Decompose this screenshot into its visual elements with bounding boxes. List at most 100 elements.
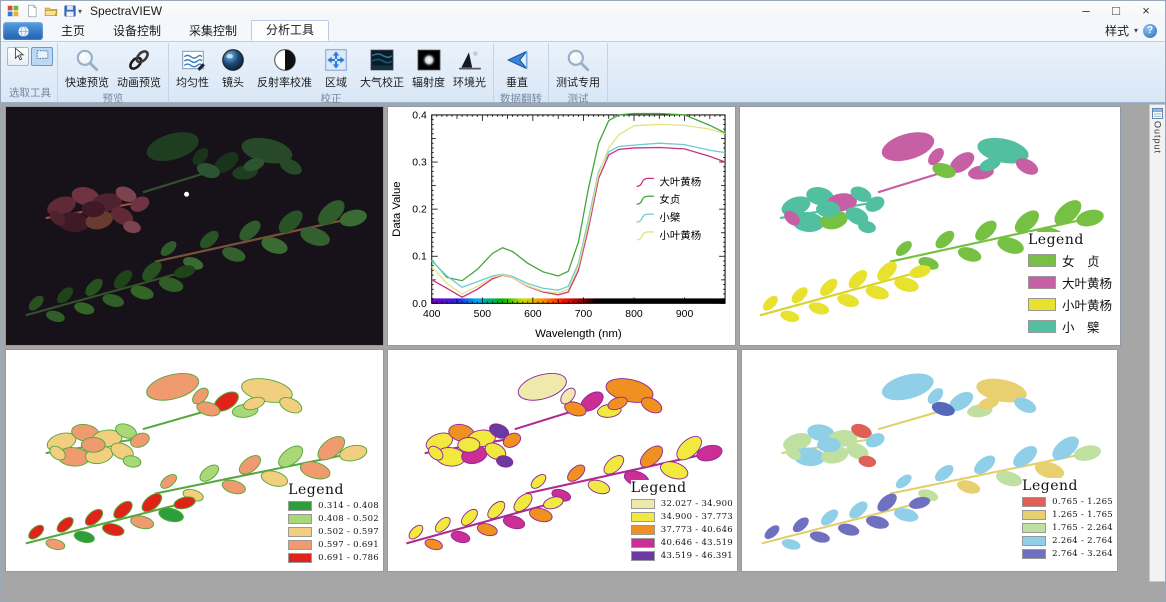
window-controls: – □ × bbox=[1071, 2, 1161, 20]
legend-item-label: 37.773 - 40.646 bbox=[660, 525, 733, 535]
output-panel-strip: Output bbox=[1149, 104, 1165, 582]
ribbon-group-buttons: 均匀性 镜头 反射率校准 区域 大气校正 辐射度 环境光 bbox=[173, 43, 489, 90]
test-only-button[interactable]: 测试专用 bbox=[553, 45, 603, 90]
legend-item: 37.773 - 40.646 bbox=[630, 525, 733, 535]
lens-button[interactable]: 镜头 bbox=[214, 45, 252, 90]
quick-access-dropdown-icon[interactable]: ▾ bbox=[78, 6, 83, 16]
legend-color-swatch bbox=[288, 540, 313, 550]
legend-item: 1.265 - 1.765 bbox=[1022, 510, 1113, 520]
legend-title: Legend bbox=[630, 480, 687, 496]
ribbon-tab-1[interactable]: 主页 bbox=[61, 24, 86, 38]
ribbon-button-label: 反射率校准 bbox=[257, 77, 312, 89]
region-button[interactable]: 区域 bbox=[317, 45, 355, 90]
legend-color-swatch bbox=[630, 525, 655, 535]
style-caret-icon[interactable]: ▾ bbox=[1133, 26, 1138, 35]
legend-item: 0.502 - 0.597 bbox=[288, 527, 379, 537]
index-map-yellow-purple-panel[interactable]: Legend 32.027 - 34.900 34.900 - 37.773 37.7… bbox=[387, 349, 738, 572]
quick-preview-button[interactable]: 快速预览 bbox=[62, 45, 112, 90]
legend-color-swatch bbox=[288, 501, 313, 511]
ambient-light-button[interactable]: 环境光 bbox=[450, 45, 489, 90]
ribbon-group-buttons: 快速预览 动画预览 bbox=[62, 43, 164, 90]
index-map-green-red-panel[interactable]: Legend 0.314 - 0.408 0.408 - 0.502 0.502 - … bbox=[5, 349, 384, 572]
save-icon[interactable] bbox=[62, 4, 78, 19]
ribbon-tabs: 主页 设备控制 采集控制 分析工具 bbox=[47, 20, 330, 41]
ribbon-group-buttons: 垂直 bbox=[498, 43, 544, 90]
legend-item-label: 0.502 - 0.597 bbox=[318, 527, 379, 537]
ribbon-group-label: 校正 bbox=[320, 93, 342, 105]
atmospheric-correction-button[interactable]: 大气校正 bbox=[357, 45, 407, 90]
ribbon-button-label: 辐射度 bbox=[412, 77, 445, 89]
legend-item-label: 小 檗 bbox=[1061, 320, 1100, 335]
legend-item: 小叶黄杨 bbox=[1027, 295, 1112, 314]
svg-text:800: 800 bbox=[625, 309, 643, 320]
photo-image-panel[interactable] bbox=[5, 106, 384, 346]
ribbon-button-label: 环境光 bbox=[453, 77, 486, 89]
help-icon[interactable]: ? bbox=[1143, 23, 1157, 38]
legend-item: 2.764 - 3.264 bbox=[1022, 549, 1113, 559]
output-tab[interactable]: Output bbox=[1150, 108, 1165, 154]
legend-item: 0.314 - 0.408 bbox=[288, 501, 379, 511]
index-map-blue-panel[interactable]: Legend 0.765 - 1.265 1.265 - 1.765 1.765 - … bbox=[741, 349, 1118, 572]
app-logo-icon[interactable] bbox=[5, 4, 21, 19]
svg-text:900: 900 bbox=[676, 309, 694, 320]
legend-color-swatch bbox=[630, 512, 655, 522]
svg-text:400: 400 bbox=[423, 309, 441, 320]
spectra-chart-panel[interactable]: 400 500 600 700 800 900 0.0 0.1 0.2 0.3 0.4 大叶黄杨 女贞小… bbox=[387, 106, 736, 346]
pointer-tool-button[interactable] bbox=[7, 46, 29, 66]
reflectance-calibration-button[interactable]: 反射率校准 bbox=[254, 45, 315, 90]
reflectance-icon bbox=[272, 47, 298, 73]
spectra-line-chart: 400 500 600 700 800 900 0.0 0.1 0.2 0.3 0.4 大叶黄杨女贞小… bbox=[388, 107, 735, 345]
legend-color-swatch bbox=[1027, 320, 1056, 333]
svg-text:小叶黄杨: 小叶黄杨 bbox=[659, 229, 701, 242]
close-button[interactable]: × bbox=[1142, 3, 1150, 18]
region-icon bbox=[323, 47, 349, 73]
index-map-blue-legend: Legend 0.765 - 1.265 1.265 - 1.765 1.765 - … bbox=[1022, 478, 1113, 562]
ribbon-group-label: 数据翻转 bbox=[500, 93, 542, 105]
svg-text:0.2: 0.2 bbox=[412, 205, 427, 216]
open-folder-icon[interactable] bbox=[43, 4, 59, 19]
svg-text:500: 500 bbox=[474, 309, 492, 320]
legend-item-label: 40.646 - 43.519 bbox=[660, 538, 733, 548]
legend-item-label: 0.765 - 1.265 bbox=[1052, 497, 1113, 507]
legend-color-swatch bbox=[630, 499, 655, 509]
legend-item: 43.519 - 46.391 bbox=[630, 551, 733, 561]
new-document-icon[interactable] bbox=[24, 4, 40, 19]
legend-item: 1.765 - 2.264 bbox=[1022, 523, 1113, 533]
minimize-button[interactable]: – bbox=[1082, 3, 1090, 18]
flip-vertical-icon bbox=[504, 47, 530, 73]
uniformity-button[interactable]: 均匀性 bbox=[173, 45, 212, 90]
magnifier-icon bbox=[74, 47, 100, 73]
legend-color-swatch bbox=[1022, 536, 1047, 546]
legend-item-label: 女 贞 bbox=[1061, 254, 1100, 269]
ribbon-group-label: 预览 bbox=[102, 93, 124, 105]
flip-vertical-button[interactable]: 垂直 bbox=[498, 45, 536, 90]
ribbon-button-label: 区域 bbox=[325, 77, 347, 89]
ribbon-tab-2[interactable]: 设备控制 bbox=[113, 24, 162, 38]
legend-item-label: 2.764 - 3.264 bbox=[1052, 549, 1113, 559]
legend-item-label: 32.027 - 34.900 bbox=[660, 499, 733, 509]
svg-text:600: 600 bbox=[524, 309, 542, 320]
lens-icon bbox=[220, 47, 246, 73]
tabrow-right-area: 样式 ▾ ? bbox=[1105, 22, 1165, 41]
legend-color-swatch bbox=[288, 553, 313, 563]
style-menu-button[interactable]: 样式 bbox=[1104, 24, 1129, 38]
legend-title: Legend bbox=[1022, 478, 1078, 494]
rect-select-tool-button[interactable] bbox=[31, 47, 53, 66]
classification-legend: Legend 女 贞大叶黄杨 小叶黄杨小 檗 bbox=[1027, 232, 1112, 339]
legend-color-swatch bbox=[1027, 276, 1056, 289]
ribbon-tab-3[interactable]: 采集控制 bbox=[189, 24, 238, 38]
ribbon-group: 均匀性 镜头 反射率校准 区域 大气校正 辐射度 环境光校正 bbox=[169, 43, 494, 105]
radiance-button[interactable]: 辐射度 bbox=[409, 45, 448, 90]
legend-item: 女 贞 bbox=[1027, 251, 1112, 270]
ribbon-group: 快速预览 动画预览预览 bbox=[58, 43, 169, 105]
maximize-button[interactable]: □ bbox=[1112, 3, 1120, 18]
legend-color-swatch bbox=[1022, 510, 1047, 520]
test-magnifier-icon bbox=[565, 47, 591, 73]
application-menu-button[interactable] bbox=[3, 22, 43, 40]
ribbon-group-label: 选取工具 bbox=[9, 87, 51, 99]
legend-item: 0.597 - 0.691 bbox=[288, 540, 379, 550]
classification-map-panel[interactable]: Legend 女 贞大叶黄杨 小叶黄杨小 檗 bbox=[739, 106, 1121, 346]
index-map-green-red-legend: Legend 0.314 - 0.408 0.408 - 0.502 0.502 - … bbox=[288, 482, 379, 566]
ribbon-tab-4[interactable]: 分析工具 bbox=[251, 20, 330, 41]
animation-preview-button[interactable]: 动画预览 bbox=[114, 45, 164, 90]
